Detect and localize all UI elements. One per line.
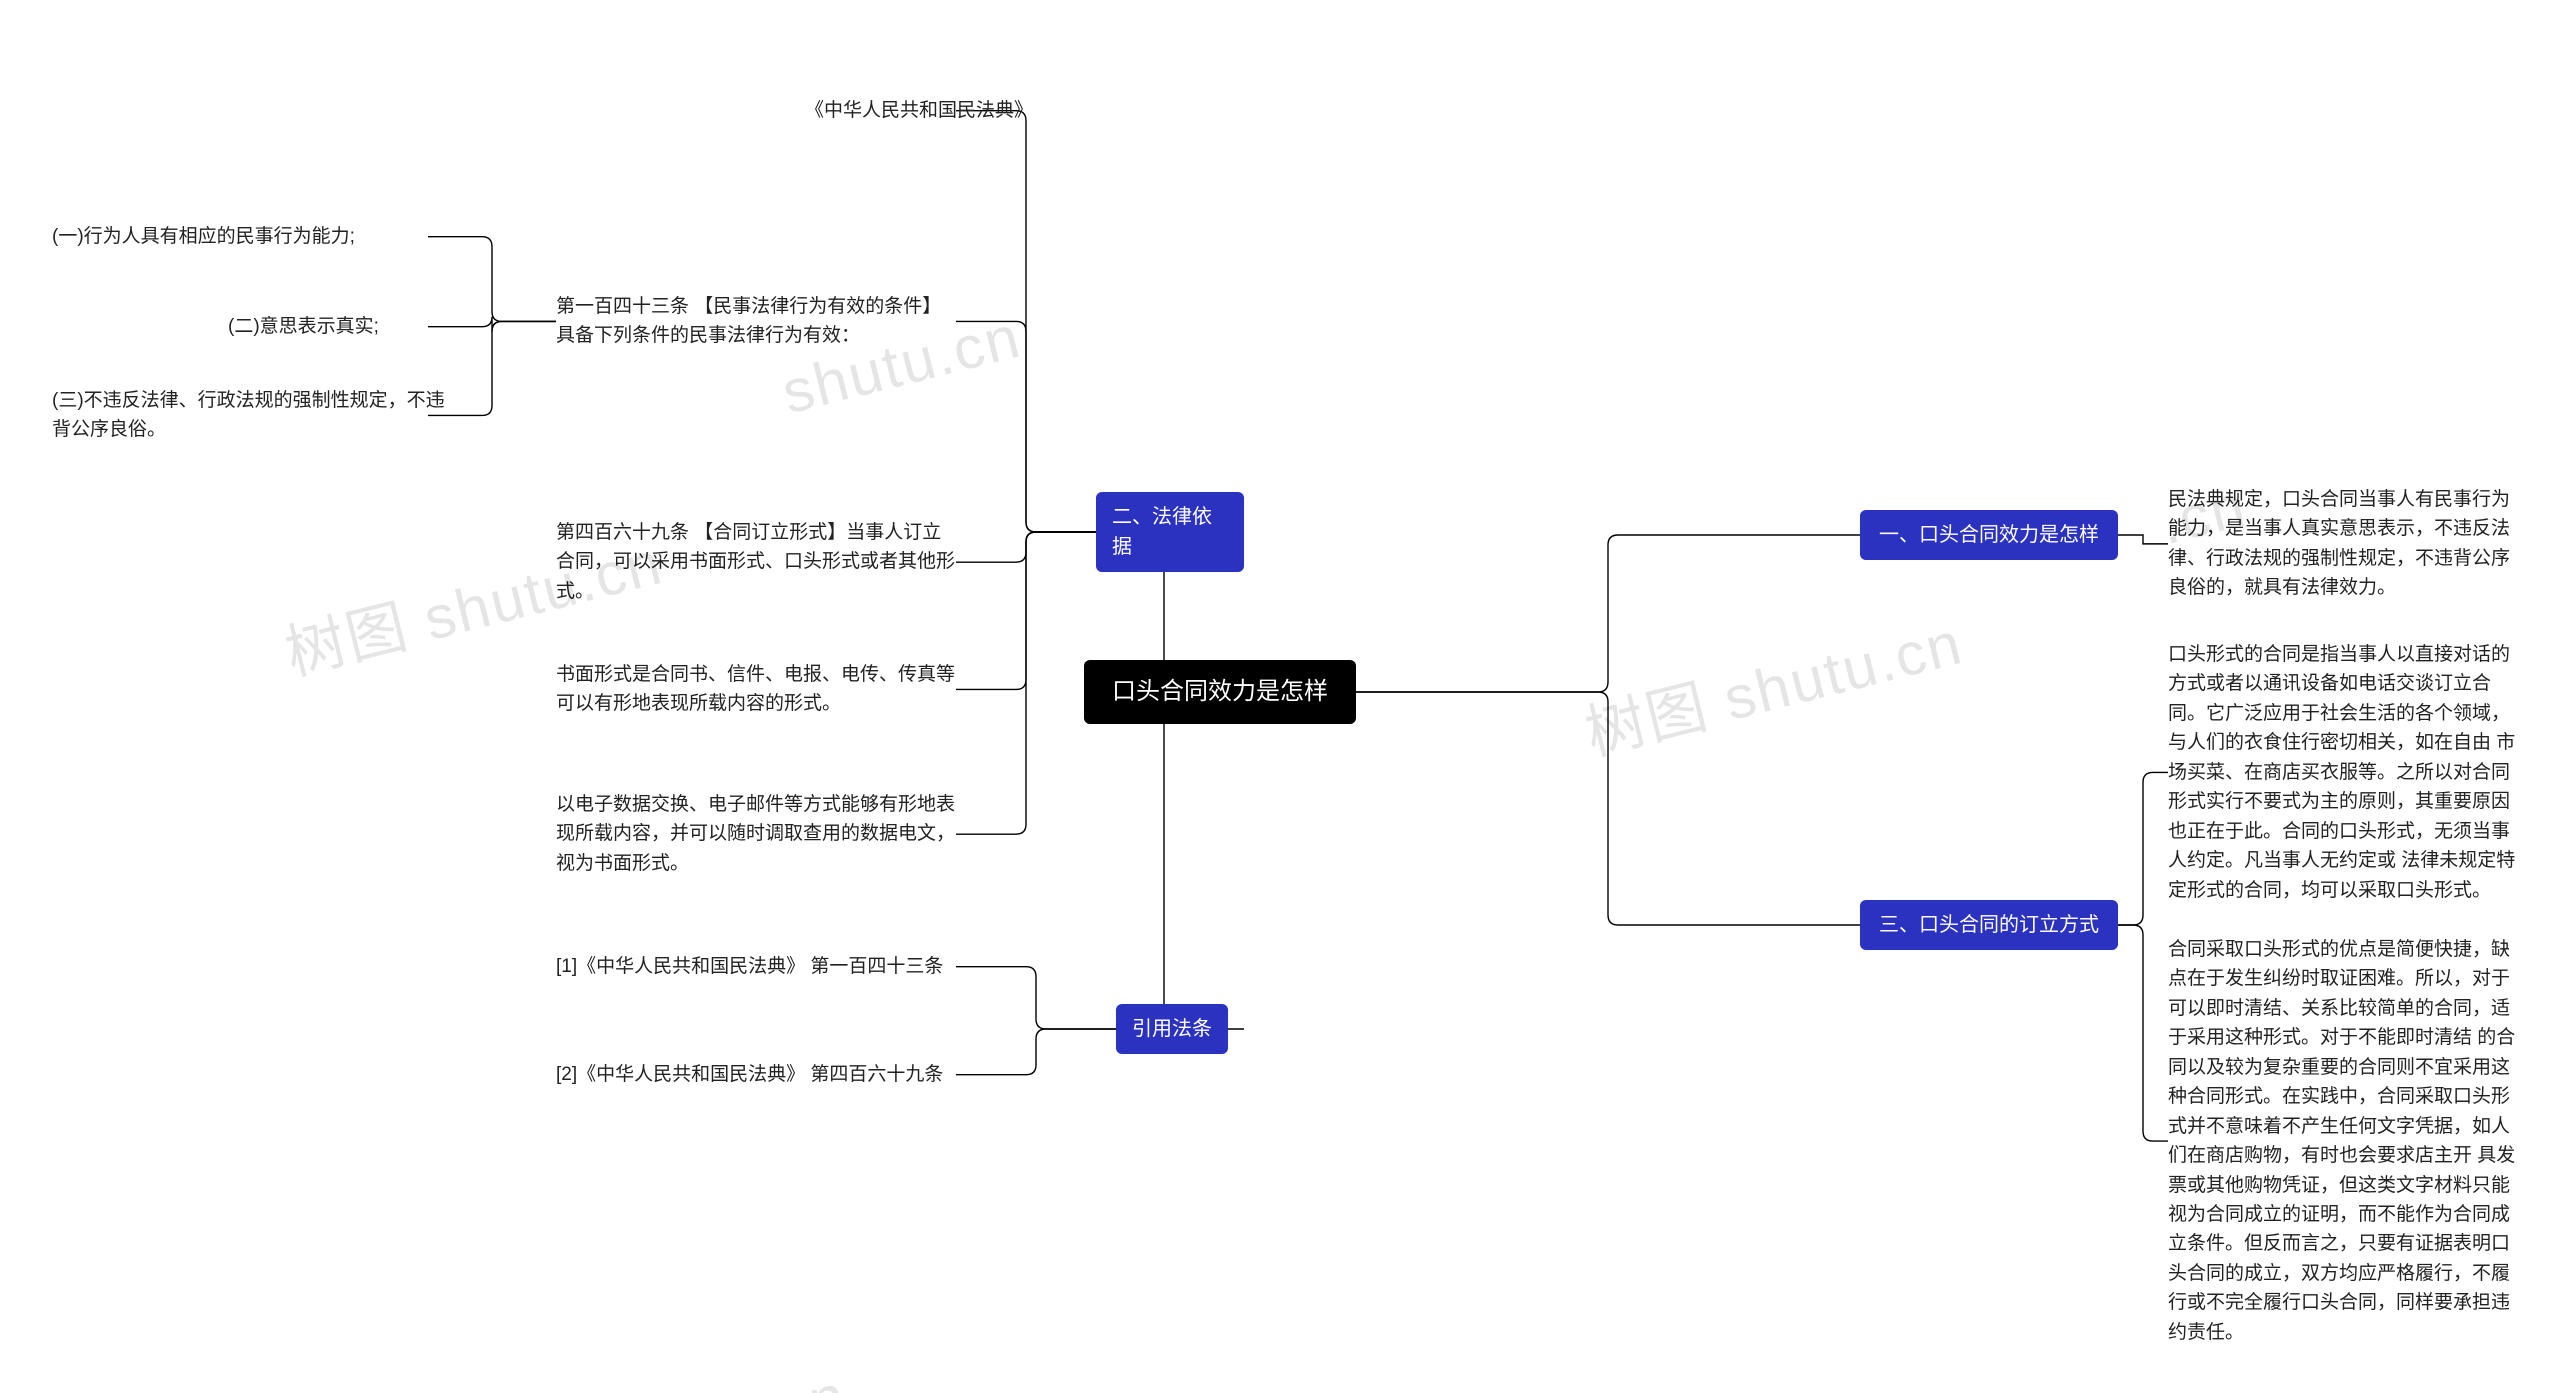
branch-label: 二、法律依据 (1112, 502, 1228, 562)
watermark: .cn (753, 1361, 853, 1393)
leaf-text: 《中华人民共和国民法典》 (805, 96, 1065, 125)
branch-label: 引用法条 (1132, 1014, 1212, 1044)
leaf-text: 民法典规定，口头合同当事人有民事行为能力，是当事人真实意思表示，不违反法律、行政… (2168, 485, 2528, 603)
branch-label: 三、口头合同的订立方式 (1879, 910, 2099, 940)
branch-section-3: 三、口头合同的订立方式 (1860, 900, 2118, 950)
branch-legal-basis: 二、法律依据 (1096, 492, 1244, 572)
leaf-text: 书面形式是合同书、信件、电报、电传、传真等可以有形地表现所载内容的形式。 (556, 660, 956, 719)
leaf-text: 第四百六十九条 【合同订立形式】当事人订立合同，可以采用书面形式、口头形式或者其… (556, 518, 956, 606)
root-label: 口头合同效力是怎样 (1112, 674, 1328, 710)
leaf-text: [1]《中华人民共和国民法典》 第一百四十三条 (556, 952, 956, 981)
branch-section-1: 一、口头合同效力是怎样 (1860, 510, 2118, 560)
leaf-text: 以电子数据交换、电子邮件等方式能够有形地表现所载内容，并可以随时调取查用的数据电… (556, 790, 956, 878)
leaf-text: (一)行为人具有相应的民事行为能力; (52, 222, 402, 251)
leaf-text: 第一百四十三条 【民事法律行为有效的条件】具备下列条件的民事法律行为有效： (556, 292, 956, 351)
mindmap-canvas: 口头合同效力是怎样 一、口头合同效力是怎样 民法典规定，口头合同当事人有民事行为… (0, 0, 2560, 1393)
branch-label: 一、口头合同效力是怎样 (1879, 520, 2099, 550)
leaf-text: 口头形式的合同是指当事人以直接对话的方式或者以通讯设备如电话交谈订立合同。它广泛… (2168, 640, 2528, 905)
leaf-text: (二)意思表示真实; (228, 312, 428, 341)
leaf-text: (三)不违反法律、行政法规的强制性规定，不违背公序良俗。 (52, 386, 452, 445)
leaf-text: [2]《中华人民共和国民法典》 第四百六十九条 (556, 1060, 956, 1089)
root-node: 口头合同效力是怎样 (1084, 660, 1356, 724)
branch-cited-articles: 引用法条 (1116, 1004, 1228, 1054)
watermark: 树图 shutu.cn (1575, 595, 1970, 773)
leaf-text: 合同采取口头形式的优点是简便快捷，缺点在于发生纠纷时取证困难。所以，对于可以即时… (2168, 935, 2528, 1347)
